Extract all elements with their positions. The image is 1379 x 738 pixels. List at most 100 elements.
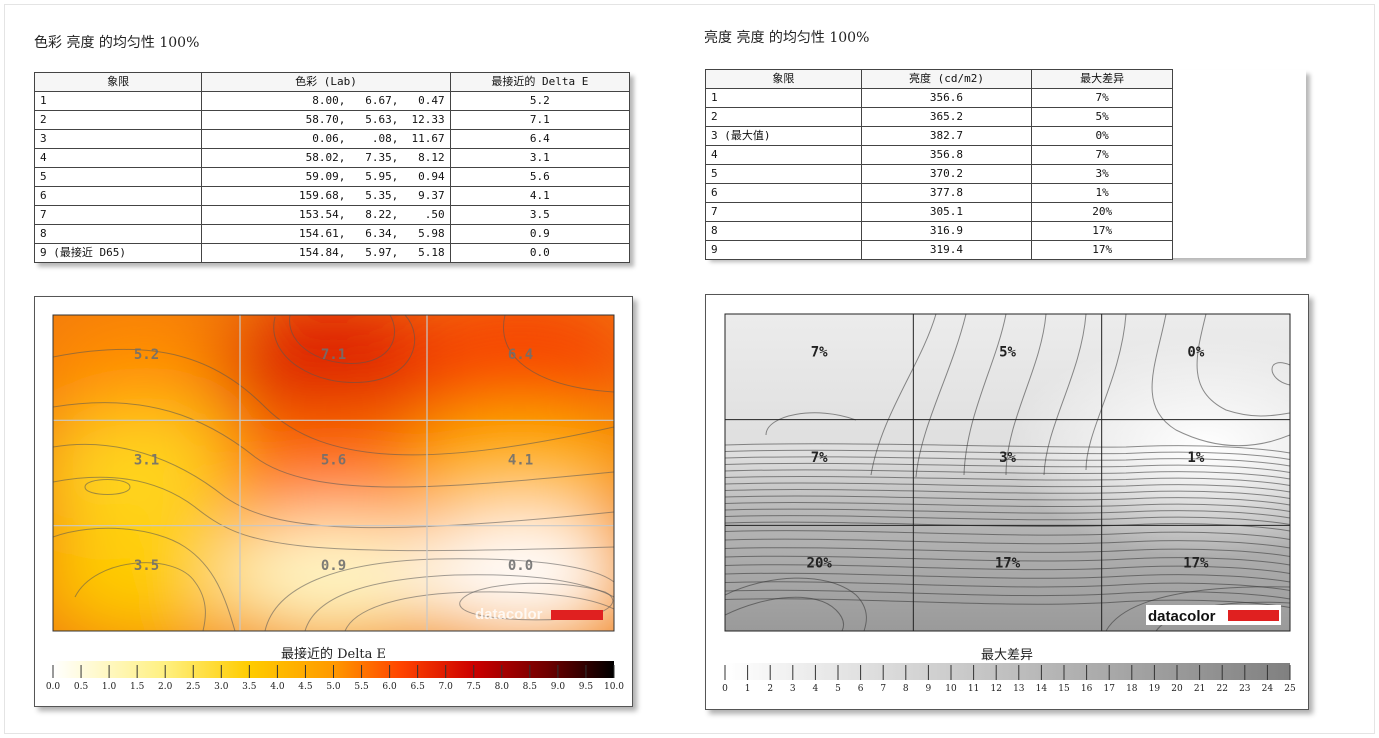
colorbar-tick-label: 19 bbox=[1149, 684, 1161, 694]
contour-line bbox=[765, 412, 857, 436]
table-row: 1 8.00, 6.67, 0.47 5.2 bbox=[33, 91, 631, 111]
datacolor-watermark-bar bbox=[551, 610, 603, 620]
contour-line bbox=[1271, 362, 1290, 386]
table-cell: 377.8 bbox=[860, 183, 1033, 203]
contour-line bbox=[725, 443, 1290, 454]
colorbar-tick-label: 7.0 bbox=[439, 682, 454, 692]
header-quadrant: 象限 bbox=[33, 72, 203, 92]
table-row: 9 319.4 17% bbox=[705, 240, 1173, 260]
cell-value-label: 3% bbox=[999, 450, 1016, 466]
colorbar-tick-label: 2 bbox=[767, 684, 773, 694]
table-cell: 1 bbox=[33, 91, 203, 111]
delta-e-heatmap: 5.2 7.1 6.4 3.1 5.6 4.1 3.5 0.9 0.0 datacolor 0.… bbox=[46, 314, 624, 692]
table-cell: 9 (最接近 D65) bbox=[33, 243, 203, 263]
table-row: 2 365.2 5% bbox=[705, 107, 1173, 127]
header-luminance: 亮度 (cd/m2) bbox=[860, 69, 1033, 89]
colorbar-tick-label: 17 bbox=[1103, 684, 1115, 694]
table-cell: 58.70, 5.63, 12.33 bbox=[201, 110, 451, 130]
table-cell: 0.06, .08, 11.67 bbox=[201, 129, 451, 149]
cell-value-label: 6.4 bbox=[508, 347, 533, 363]
contour-line bbox=[725, 547, 1290, 557]
table-cell: 7 bbox=[705, 202, 862, 222]
colorbar-tick-label: 13 bbox=[1013, 684, 1025, 694]
table-row: 5 59.09, 5.95, 0.94 5.6 bbox=[33, 167, 631, 187]
header-max-difference: 最大差异 bbox=[1031, 69, 1173, 89]
delta-e-chart-panel: 5.2 7.1 6.4 3.1 5.6 4.1 3.5 0.9 0.0 datacolor 0.… bbox=[34, 296, 633, 707]
contour-line bbox=[1005, 314, 1047, 476]
cell-value-label: 3.5 bbox=[134, 558, 159, 574]
table-cell: 154.84, 5.97, 5.18 bbox=[201, 243, 451, 263]
table-row: 5 370.2 3% bbox=[705, 164, 1173, 184]
table-cell: 2 bbox=[705, 107, 862, 127]
table-row: 6 159.68, 5.35, 9.37 4.1 bbox=[33, 186, 631, 206]
table-cell: 6.4 bbox=[449, 129, 631, 149]
colorbar-tick-label: 25 bbox=[1284, 684, 1296, 694]
header-quadrant: 象限 bbox=[705, 69, 862, 89]
table-cell: 7% bbox=[1031, 88, 1173, 108]
table-cell: 4 bbox=[705, 145, 862, 165]
colorbar-tick-label: 8.5 bbox=[523, 682, 538, 692]
heat-cell-fill bbox=[53, 407, 263, 539]
contour-line bbox=[1151, 314, 1290, 447]
table-cell: 6 bbox=[705, 183, 862, 203]
colorbar-tick-label: 1.5 bbox=[130, 682, 145, 692]
table-cell: 8 bbox=[705, 221, 862, 241]
colorbar-tick-label: 9 bbox=[926, 684, 932, 694]
table-row: 3 0.06, .08, 11.67 6.4 bbox=[33, 129, 631, 149]
colorbar-tick-label: 2.0 bbox=[158, 682, 173, 692]
table-cell: 8 bbox=[33, 224, 203, 244]
heat-cell-fill bbox=[53, 315, 263, 433]
contour-line bbox=[725, 521, 1290, 532]
cell-value-label: 7% bbox=[811, 450, 828, 466]
heat-cell-fill bbox=[217, 407, 450, 539]
luminance-colorbar bbox=[725, 663, 1290, 680]
luminance-uniformity-table: 象限 亮度 (cd/m2) 最大差异 1 356.6 7% 2 365.2 5% 3 (最大… bbox=[705, 69, 1173, 260]
table-cell: 3 (最大值) bbox=[705, 126, 862, 146]
table-row: 8 154.61, 6.34, 5.98 0.9 bbox=[33, 224, 631, 244]
cell-value-label: 17% bbox=[1183, 556, 1209, 572]
cell-value-label: 20% bbox=[807, 556, 833, 572]
table-cell: 3.1 bbox=[449, 148, 631, 168]
colorbar-tick-label: 6 bbox=[858, 684, 864, 694]
table-row: 8 316.9 17% bbox=[705, 221, 1173, 241]
cell-value-label: 1% bbox=[1187, 450, 1204, 466]
table-cell: 370.2 bbox=[860, 164, 1033, 184]
cell-value-label: 17% bbox=[995, 556, 1021, 572]
contour-line bbox=[725, 530, 1290, 540]
contour-line bbox=[725, 489, 1290, 499]
table-row: 2 58.70, 5.63, 12.33 7.1 bbox=[33, 110, 631, 130]
heat-cell-fill bbox=[404, 513, 614, 631]
table-row: 1 356.6 7% bbox=[705, 88, 1173, 108]
colorbar-tick-label: 9.0 bbox=[551, 682, 566, 692]
table-cell: 5 bbox=[705, 164, 862, 184]
table-row: 7 305.1 20% bbox=[705, 202, 1173, 222]
contour-line bbox=[725, 495, 1290, 506]
table-cell: 6 bbox=[33, 186, 203, 206]
table-row: 7 153.54, 8.22, .50 3.5 bbox=[33, 205, 631, 225]
contour-line bbox=[725, 469, 1290, 480]
colorbar-tick-label: 6.0 bbox=[382, 682, 397, 692]
table-cell: 3 bbox=[33, 129, 203, 149]
colorbar-tick-label: 3.5 bbox=[242, 682, 257, 692]
table-cell: 159.68, 5.35, 9.37 bbox=[201, 186, 451, 206]
colorbar-tick-label: 11 bbox=[968, 684, 979, 694]
colorbar-tick-label: 18 bbox=[1126, 684, 1138, 694]
cell-value-label: 5.2 bbox=[134, 347, 159, 363]
colorbar-tick-label: 9.5 bbox=[579, 682, 594, 692]
table-cell: 365.2 bbox=[860, 107, 1033, 127]
table-cell: 5 bbox=[33, 167, 203, 187]
table-cell: 5% bbox=[1031, 107, 1173, 127]
contour-line bbox=[725, 572, 1290, 583]
contour-line bbox=[1085, 314, 1127, 471]
cell-value-label: 7.1 bbox=[321, 347, 346, 363]
cell-value-label: 0% bbox=[1187, 344, 1204, 360]
colorbar-tick-label: 16 bbox=[1081, 684, 1093, 694]
contour-line bbox=[725, 564, 1290, 574]
cell-value-label: 0.9 bbox=[321, 558, 346, 574]
table-row: 4 58.02, 7.35, 8.12 3.1 bbox=[33, 148, 631, 168]
cell-value-label: 7% bbox=[811, 344, 828, 360]
colorbar-tick-label: 0.5 bbox=[74, 682, 89, 692]
cell-value-label: 5.6 bbox=[321, 453, 346, 469]
